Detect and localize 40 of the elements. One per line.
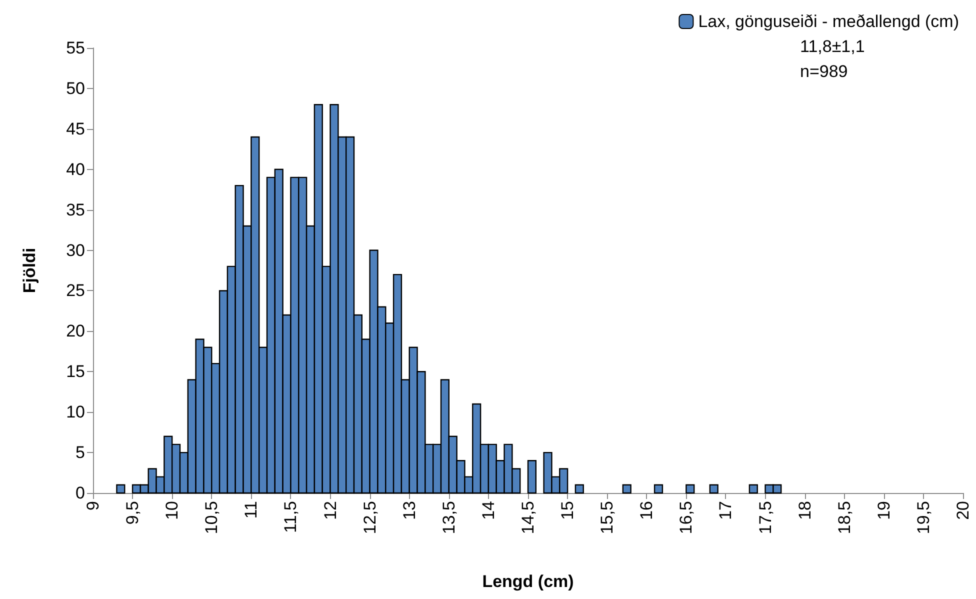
x-tick-label: 11: [242, 501, 261, 519]
y-tick-label: 30: [66, 240, 85, 260]
y-tick-label: 35: [66, 200, 85, 220]
y-tick-label: 5: [76, 443, 85, 462]
y-tick-label: 20: [66, 322, 85, 341]
x-tick-label: 19,5: [914, 501, 933, 534]
y-tick-label: 45: [66, 119, 85, 138]
x-tick-label: 14: [478, 501, 498, 520]
x-tick-label: 9: [84, 501, 102, 510]
y-tick-label: 55: [66, 38, 85, 58]
x-tick-label: 15,5: [598, 501, 617, 534]
x-tick-label: 15: [558, 501, 578, 520]
x-tick-label: 17: [716, 501, 736, 520]
y-tick-label: 25: [66, 281, 85, 300]
x-tick-label: 20: [954, 501, 972, 520]
y-tick-label: 15: [66, 362, 85, 382]
x-tick-label: 12,5: [360, 501, 380, 534]
annotation: 11,8±1,1: [800, 37, 865, 56]
y-tick-label: 10: [66, 402, 85, 422]
x-tick-label: 10,5: [202, 501, 222, 534]
annotation: n=989: [800, 62, 848, 81]
y-tick-label: 40: [66, 160, 85, 179]
x-tick-label: 18,5: [834, 501, 854, 534]
y-tick-label: 0: [76, 484, 85, 502]
x-tick-label: 14,5: [518, 501, 538, 534]
x-tick-label: 12: [320, 501, 340, 520]
x-tick-label: 19: [874, 501, 894, 520]
x-tick-label: 13,5: [439, 501, 458, 534]
x-tick-label: 10: [162, 501, 182, 520]
x-tick-label: 9,5: [123, 501, 142, 525]
x-tick-label: 16,5: [676, 501, 696, 534]
x-tick-label: 17,5: [756, 501, 775, 534]
x-axis-title: Lengd (cm): [482, 572, 574, 591]
x-tick-label: 13: [400, 501, 419, 520]
x-tick-label: 11,5: [281, 501, 300, 533]
x-tick-label: 16: [637, 501, 656, 520]
y-axis-title: Fjöldi: [20, 248, 39, 294]
legend-label: Lax, gönguseiði - meðallengd (cm): [698, 12, 960, 31]
y-tick-label: 50: [66, 78, 85, 98]
x-tick-label: 18: [795, 501, 814, 520]
